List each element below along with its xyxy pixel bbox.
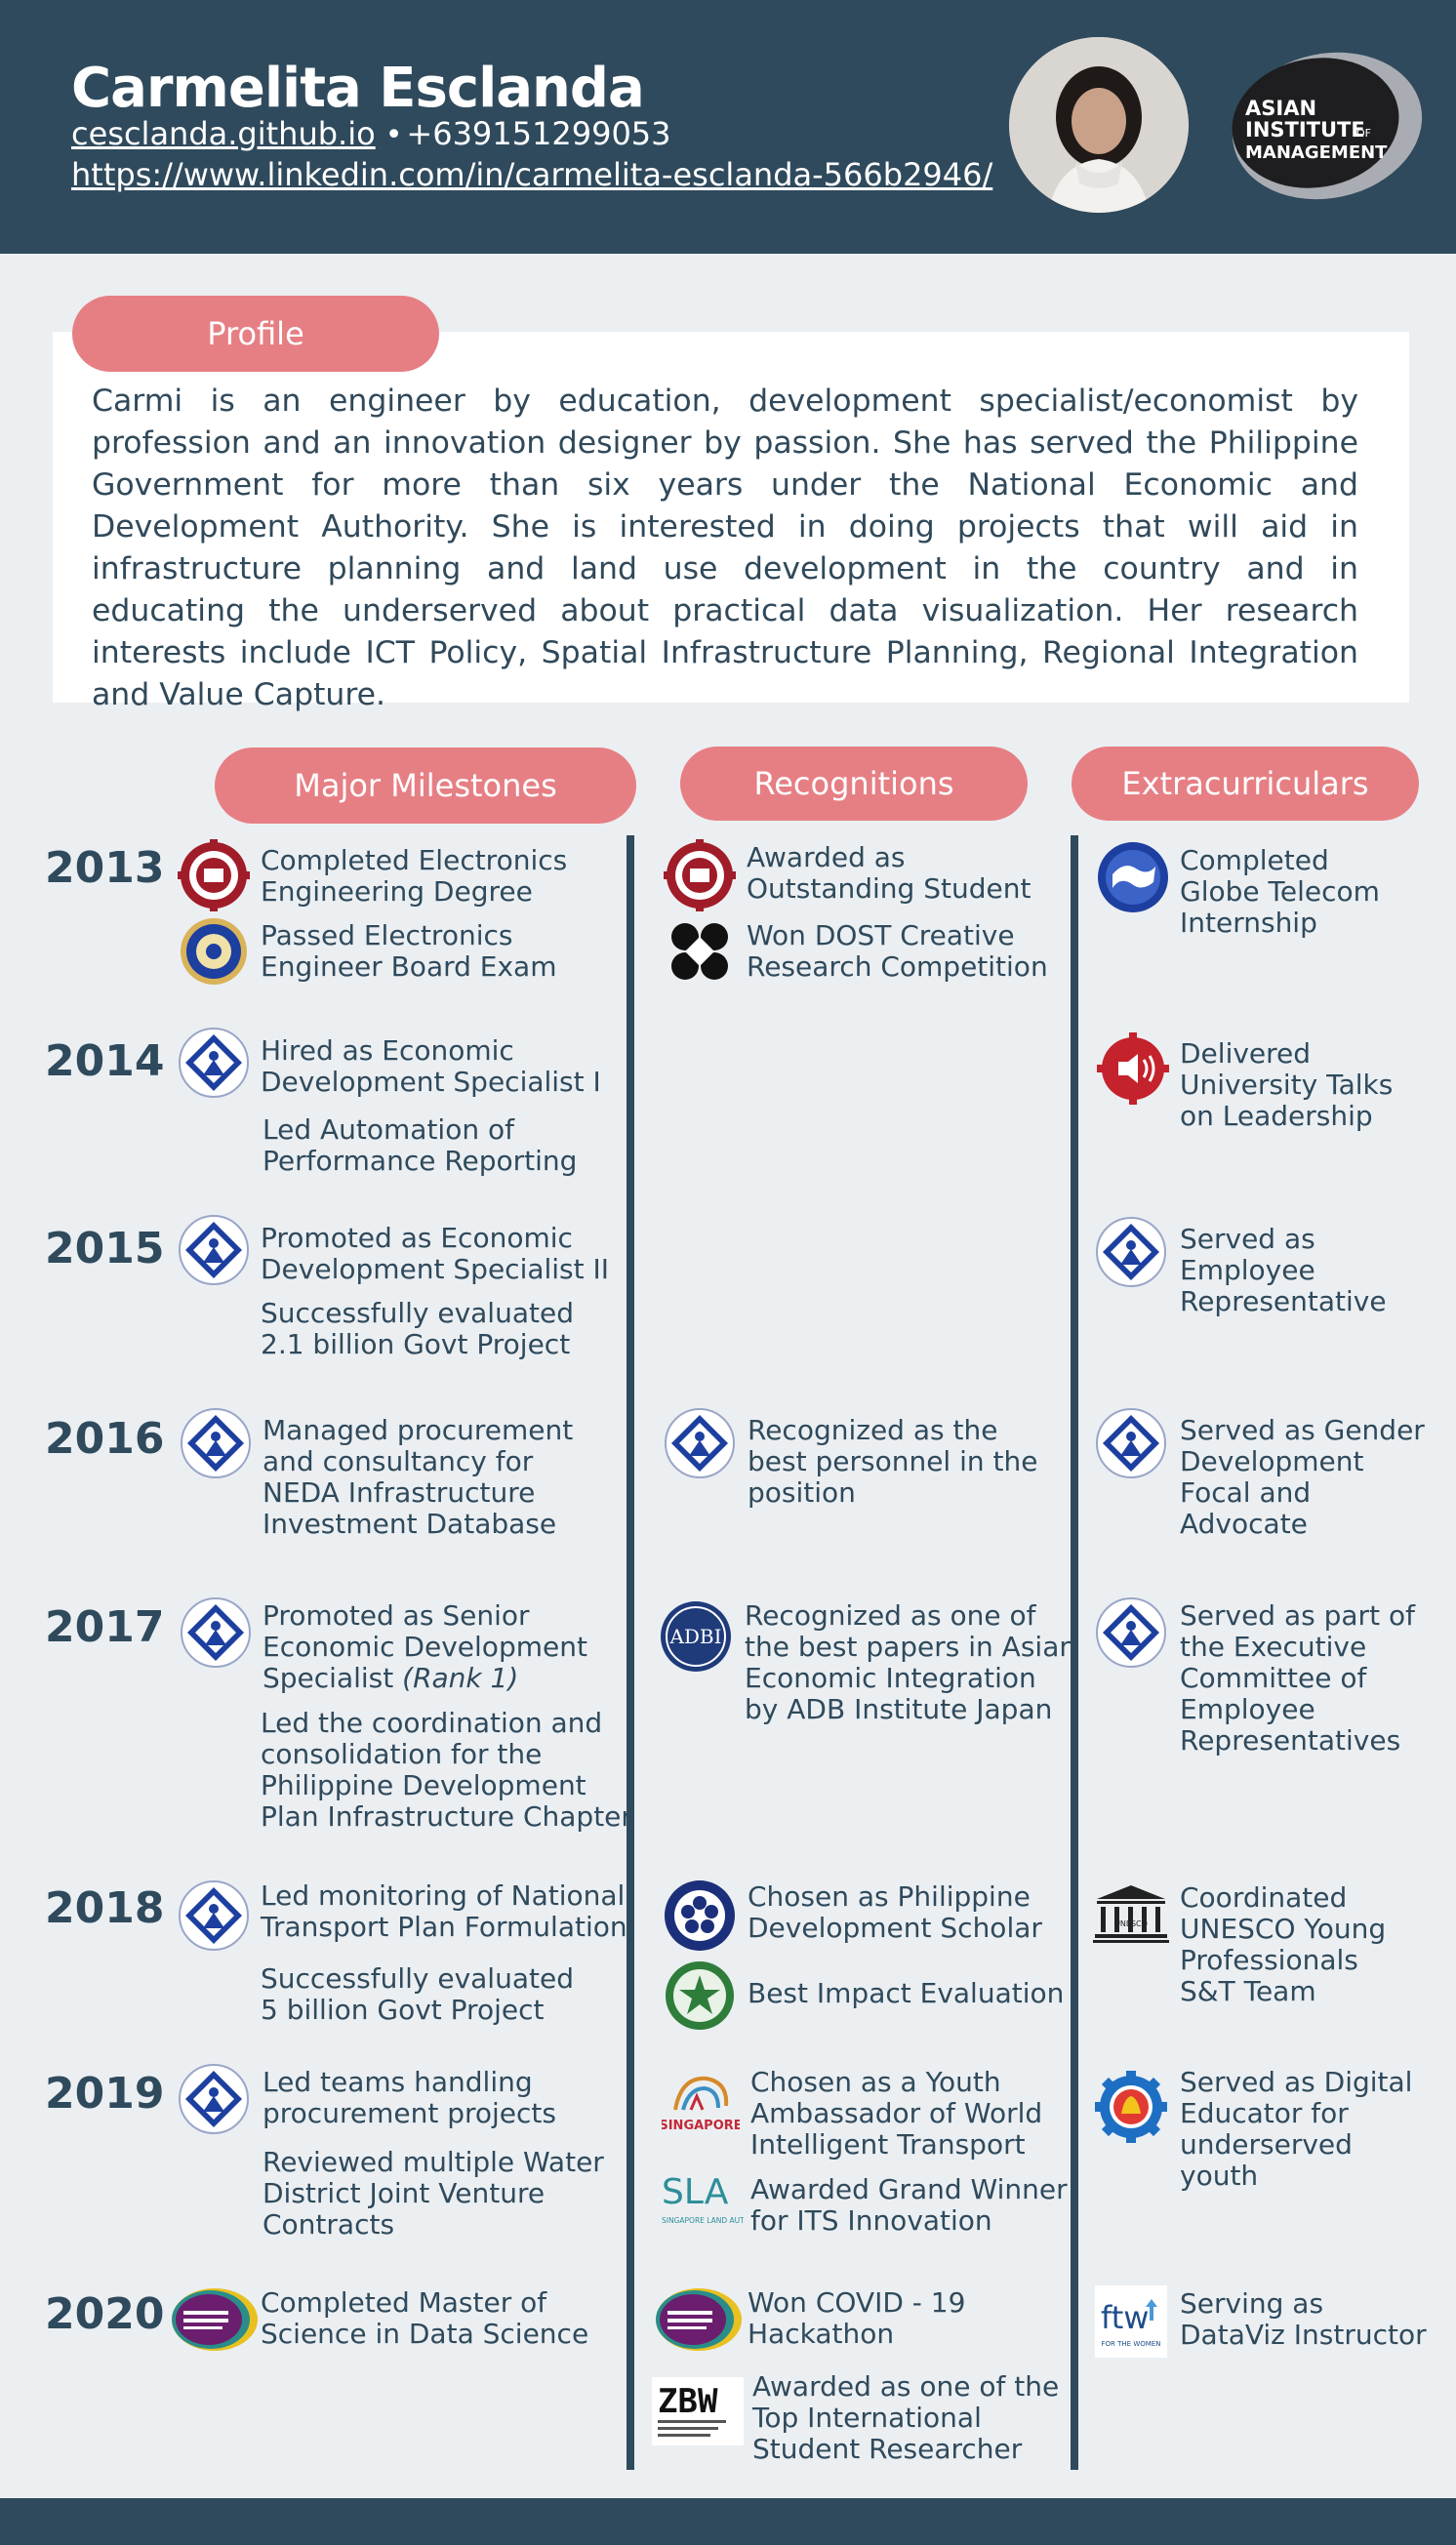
header-banner <box>0 0 1456 254</box>
year-label: 2020 <box>45 2289 165 2339</box>
milestone-text: Hired as Economic Development Specialist … <box>261 1034 601 1098</box>
recognition-text: Best Impact Evaluation <box>748 1977 1065 2009</box>
singapore-logo-icon: SINGAPORE <box>662 2076 740 2133</box>
extracurriculars-heading: Extracurriculars <box>1072 747 1419 821</box>
milestone-text: Led Automation of Performance Reporting <box>263 1113 578 1177</box>
ftw-logo-label: ftw <box>1101 2299 1149 2336</box>
extracurricular-text: Completed Globe Telecom Internship <box>1180 844 1380 939</box>
year-label: 2018 <box>45 1883 165 1933</box>
sla-logo-label: SLA <box>662 2172 729 2212</box>
recognitions-heading: Recognitions <box>680 747 1028 821</box>
extracurricular-text: Serving as DataViz Instructor <box>1180 2287 1427 2351</box>
red-gear-speaker-icon <box>1097 1032 1169 1105</box>
milestone-text: Promoted as Senior Economic Development Sp… <box>263 1599 587 1694</box>
aim-small-logo-icon <box>656 2288 742 2351</box>
profile-card <box>53 332 1409 703</box>
singapore-logo-label: SINGAPORE <box>662 2119 740 2133</box>
recognition-text: Recognized as the best personnel in the po… <box>748 1414 1038 1509</box>
aim-logo-text-4: MANAGEMENT <box>1245 142 1388 163</box>
column-divider-1 <box>627 835 634 2470</box>
profile-photo <box>1009 37 1189 213</box>
year-label: 2015 <box>45 1224 165 1273</box>
neda-seal-icon <box>179 1028 249 1098</box>
milestone-text: Successfully evaluated 2.1 billion Govt P… <box>261 1297 574 1360</box>
mapua-gear-icon <box>178 839 250 911</box>
aim-logo-text-2: INSTITUTE <box>1245 118 1365 141</box>
milestone-text: Led teams handling procurement projects <box>263 2066 556 2129</box>
recognition-text: Won DOST Creative Research Competition <box>747 919 1048 983</box>
extracurricular-text: Coordinated UNESCO Young Professionals S&T … <box>1180 1881 1387 2007</box>
extracurricular-text: Delivered University Talks on Leadership <box>1180 1037 1394 1132</box>
adbi-logo-label: ADBI <box>668 1625 721 1648</box>
adbi-logo-icon: ADBI <box>661 1601 731 1672</box>
recognition-text: Recognized as one of the best papers in A… <box>745 1599 1077 1725</box>
extracurricular-text: Served as Gender Development Focal and Advo… <box>1180 1414 1425 1540</box>
milestone-text: Led monitoring of National Transport Plan… <box>261 1879 627 1943</box>
unesco-logo-icon: UNESCO <box>1093 1885 1169 1943</box>
extracurricular-text: Served as Employee Representative <box>1180 1223 1387 1317</box>
year-label: 2017 <box>45 1602 165 1652</box>
year-label: 2014 <box>45 1036 165 1086</box>
asean-gear-icon <box>1095 2071 1167 2143</box>
neda-seal-icon <box>181 1408 251 1478</box>
milestone-text: Managed procurement and consultancy for NE… <box>263 1414 574 1540</box>
extracurricular-text: Served as part of the Executive Committee … <box>1180 1599 1415 1757</box>
dost-logo-icon <box>671 923 728 980</box>
ftw-logo-sublabel: FOR THE WOMEN <box>1102 2340 1161 2348</box>
aim-logo-text-3: OF <box>1356 127 1371 140</box>
milestone-text: Led the coordination and consolidation fo… <box>261 1707 632 1833</box>
recognition-text: Chosen as a Youth Ambassador of World Inte… <box>750 2066 1043 2161</box>
green-seal-icon <box>666 1961 734 2030</box>
person-name: Carmelita Esclanda <box>71 57 645 120</box>
milestone-text: Completed Electronics Engineering Degree <box>261 844 568 908</box>
sla-logo-sublabel: SINGAPORE LAND AUTHORITY <box>662 2216 744 2225</box>
aim-logo-text-1: ASIAN <box>1245 97 1316 120</box>
contact-separator: • <box>384 118 403 152</box>
globe-telecom-icon <box>1098 842 1168 912</box>
neda-seal-icon <box>1096 1408 1166 1478</box>
aim-small-logo-icon <box>172 2288 258 2351</box>
linkedin-link[interactable]: https://www.linkedin.com/in/carmelita-es… <box>71 156 993 193</box>
profile-text: Carmi is an engineer by education, devel… <box>92 384 1358 712</box>
year-label: 2013 <box>45 843 165 893</box>
prc-seal-icon <box>181 918 247 985</box>
recognition-text: Awarded Grand Winner for ITS Innovation <box>750 2173 1068 2237</box>
website-link[interactable]: cesclanda.github.io <box>71 115 376 152</box>
zbw-logo-icon: ZBW <box>652 2377 744 2445</box>
neda-seal-icon <box>179 2064 249 2134</box>
column-divider-2 <box>1071 835 1078 2470</box>
pids-seal-icon <box>665 1880 735 1951</box>
recognition-text: Awarded as Outstanding Student <box>747 841 1031 905</box>
recognition-text: Awarded as one of the Top International St… <box>752 2370 1060 2465</box>
milestone-text: Passed Electronics Engineer Board Exam <box>261 919 557 983</box>
sla-logo-icon: SLA SINGAPORE LAND AUTHORITY <box>662 2172 744 2225</box>
neda-seal-icon <box>181 1597 251 1668</box>
contact-row: cesclanda.github.io • +639151299053 <box>71 115 671 152</box>
milestone-text: Reviewed multiple Water District Joint Ve… <box>263 2146 604 2241</box>
rank-note: (Rank 1) <box>402 1662 519 1694</box>
recognition-text: Chosen as Philippine Development Scholar <box>748 1880 1042 1944</box>
footer-bar <box>0 2498 1456 2545</box>
profile-heading: Profile <box>72 296 439 372</box>
milestone-text: Successfully evaluated 5 billion Govt Pro… <box>261 1962 574 2026</box>
neda-seal-icon <box>1096 1217 1166 1287</box>
neda-seal-icon <box>179 1880 249 1951</box>
recognition-text: Won COVID - 19 Hackathon <box>748 2286 966 2350</box>
unesco-logo-label: UNESCO <box>1114 1919 1148 1928</box>
neda-seal-icon <box>179 1215 249 1285</box>
milestones-heading: Major Milestones <box>215 747 636 824</box>
ftw-logo-icon: ftw FOR THE WOMEN <box>1095 2285 1167 2358</box>
zbw-logo-label: ZBW <box>658 2382 718 2421</box>
aim-logo: ASIAN INSTITUTE OF MANAGEMENT <box>1210 43 1427 205</box>
neda-seal-icon <box>1096 1597 1166 1668</box>
year-label: 2019 <box>45 2069 165 2119</box>
milestone-text: Promoted as Economic Development Speciali… <box>261 1222 610 1285</box>
milestone-text: Completed Master of Science in Data Scien… <box>261 2286 589 2350</box>
year-label: 2016 <box>45 1414 165 1464</box>
mapua-gear-icon <box>664 839 736 911</box>
extracurricular-text: Served as Digital Educator for underserved… <box>1180 2066 1413 2192</box>
neda-seal-icon <box>665 1408 735 1478</box>
phone-number: +639151299053 <box>406 115 671 152</box>
